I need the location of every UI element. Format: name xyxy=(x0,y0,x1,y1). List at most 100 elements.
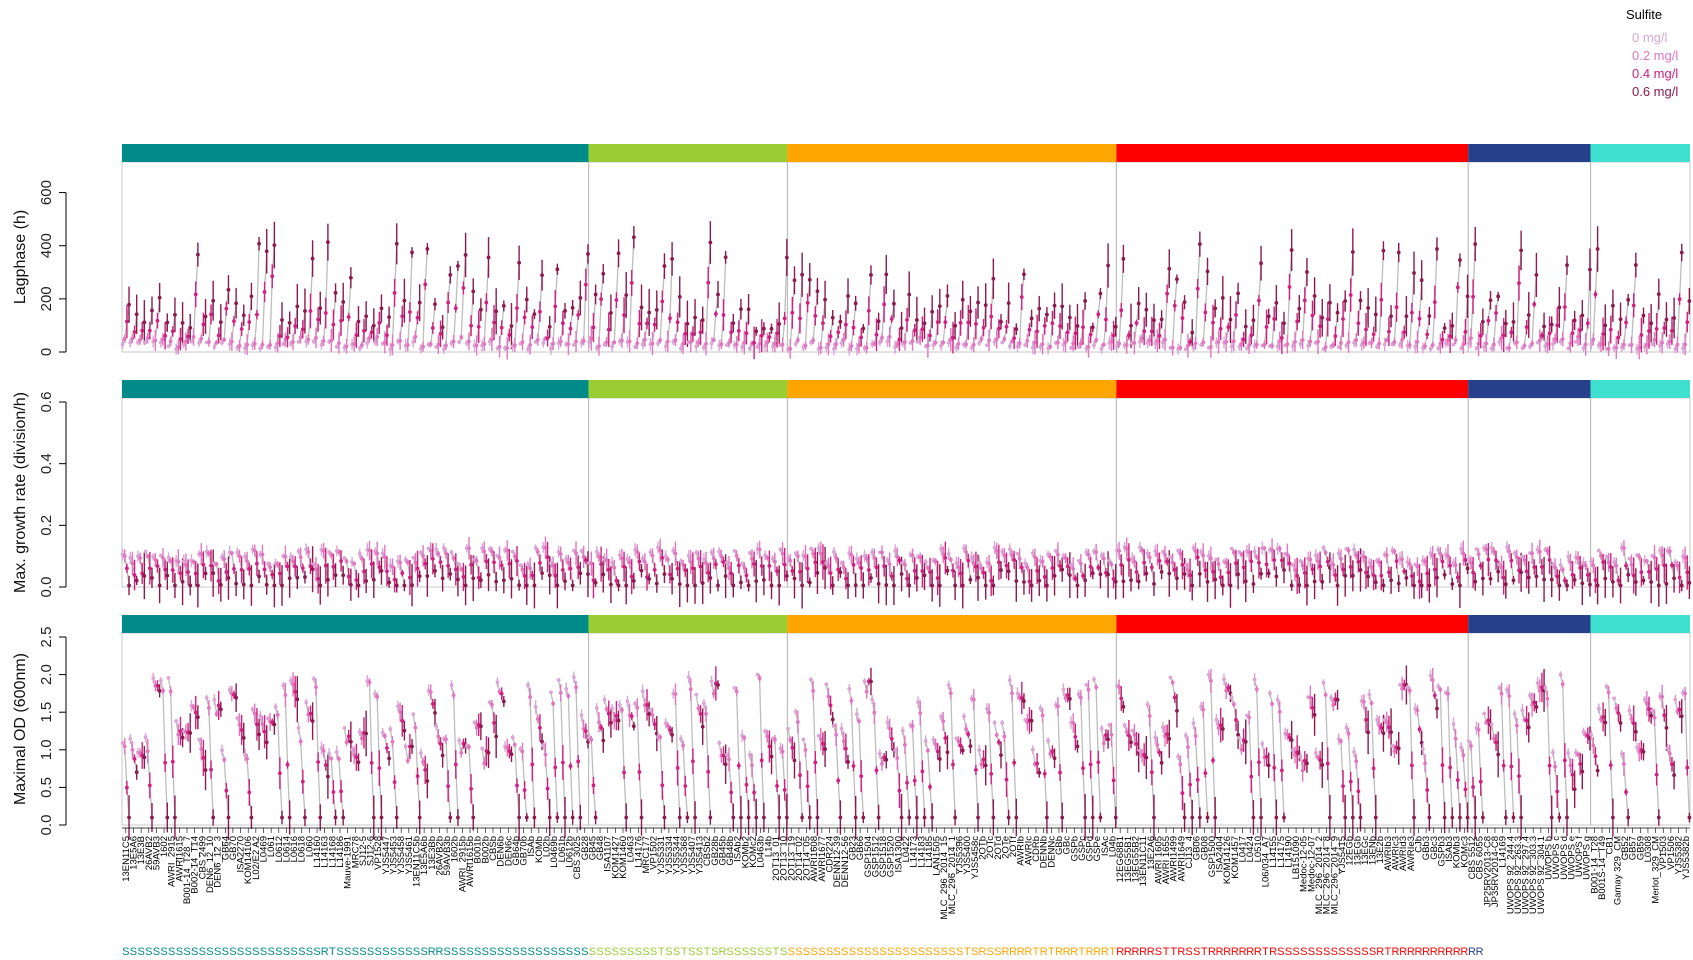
data-point xyxy=(1400,337,1404,342)
data-point xyxy=(755,344,760,349)
data-point xyxy=(1046,552,1051,557)
data-point xyxy=(1159,317,1164,322)
data-point xyxy=(599,562,604,567)
data-point xyxy=(910,338,915,343)
reaction-line xyxy=(543,546,551,576)
data-point xyxy=(314,567,318,572)
data-point xyxy=(147,566,152,571)
data-point xyxy=(1622,546,1626,550)
data-point xyxy=(937,583,942,588)
data-point xyxy=(1626,572,1631,577)
data-point xyxy=(727,757,731,762)
data-point xyxy=(359,556,364,561)
data-point xyxy=(1186,343,1190,348)
data-point xyxy=(136,340,140,345)
data-point xyxy=(181,342,186,347)
data-point xyxy=(905,576,909,581)
reaction-line xyxy=(856,328,864,350)
data-point xyxy=(518,747,523,751)
data-point xyxy=(1618,317,1623,322)
data-point xyxy=(876,319,881,324)
data-point xyxy=(656,545,660,550)
reaction-line xyxy=(733,687,742,818)
data-point xyxy=(1298,559,1303,563)
reaction-line xyxy=(451,265,459,344)
data-point xyxy=(173,583,177,588)
reaction-line xyxy=(1001,722,1010,818)
data-point xyxy=(807,815,812,820)
reaction-line xyxy=(1047,740,1056,759)
reaction-line xyxy=(795,274,803,345)
reaction-line xyxy=(1246,550,1255,585)
data-point xyxy=(775,331,779,336)
data-point xyxy=(918,711,923,715)
data-point xyxy=(1157,333,1162,338)
data-point xyxy=(862,679,867,684)
data-point xyxy=(887,562,892,567)
data-point xyxy=(524,583,529,588)
reaction-line xyxy=(1544,548,1553,580)
data-point xyxy=(668,728,672,733)
data-point xyxy=(900,728,905,733)
data-point xyxy=(232,692,236,697)
data-point xyxy=(1067,696,1072,701)
data-point xyxy=(1191,345,1196,350)
data-point xyxy=(1555,574,1560,579)
data-point xyxy=(752,340,756,345)
data-point xyxy=(905,317,909,322)
y-tick-label: 1.5 xyxy=(38,702,55,723)
data-point xyxy=(1282,321,1286,326)
data-point xyxy=(765,340,770,345)
data-point xyxy=(224,306,229,311)
data-point xyxy=(211,298,216,303)
data-point xyxy=(541,743,546,748)
data-point xyxy=(226,576,231,580)
data-point xyxy=(744,573,749,578)
data-point xyxy=(311,676,316,681)
data-point xyxy=(849,344,854,349)
data-point xyxy=(992,720,997,725)
data-point xyxy=(1019,565,1024,570)
data-point xyxy=(953,323,958,328)
data-point xyxy=(1520,346,1525,351)
reaction-line xyxy=(1262,547,1270,574)
data-point xyxy=(977,341,982,345)
data-point xyxy=(430,702,435,706)
data-point xyxy=(337,757,341,761)
data-point xyxy=(711,337,716,342)
data-point xyxy=(627,339,632,344)
data-point xyxy=(1327,300,1332,305)
data-point xyxy=(153,338,158,343)
data-point xyxy=(1644,343,1649,347)
data-point xyxy=(1012,336,1017,341)
data-point xyxy=(765,734,770,739)
reaction-line xyxy=(1529,274,1538,348)
data-point xyxy=(438,331,443,336)
data-point xyxy=(388,727,393,731)
data-point xyxy=(423,282,428,287)
data-point xyxy=(1436,547,1441,552)
data-point xyxy=(731,815,736,820)
data-point xyxy=(1254,342,1259,347)
data-point xyxy=(1092,343,1096,348)
data-point xyxy=(772,341,777,346)
data-point xyxy=(1279,335,1284,340)
data-point xyxy=(316,576,321,581)
data-point xyxy=(1300,338,1305,342)
data-point xyxy=(180,735,185,740)
data-point xyxy=(293,324,298,328)
data-point xyxy=(1175,277,1179,282)
data-point xyxy=(153,558,158,562)
data-point xyxy=(663,554,668,559)
data-point xyxy=(262,567,267,572)
data-point xyxy=(266,561,270,566)
reaction-line xyxy=(657,266,666,344)
data-point xyxy=(992,545,997,550)
data-point xyxy=(449,683,454,687)
reaction-line xyxy=(450,684,459,818)
data-point xyxy=(161,688,165,693)
data-point xyxy=(478,724,483,729)
reaction-line xyxy=(206,697,214,818)
data-point xyxy=(1044,312,1049,317)
data-point xyxy=(275,712,280,717)
